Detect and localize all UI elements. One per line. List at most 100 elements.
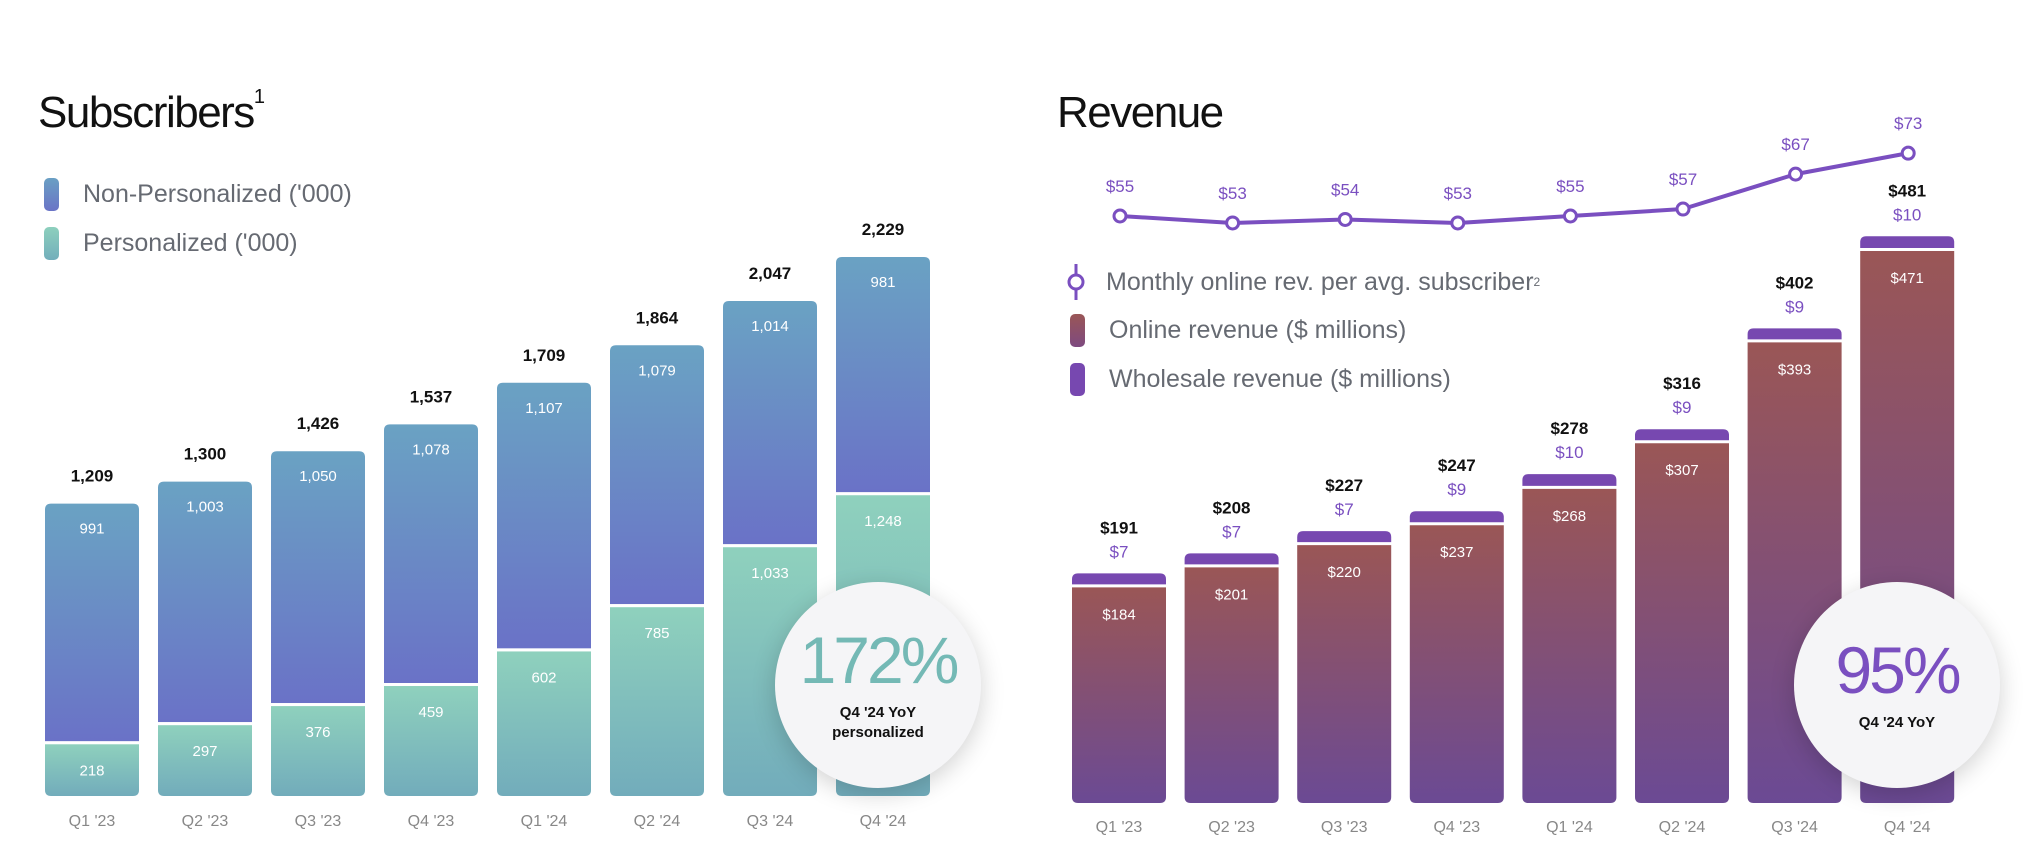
revenue-title: Revenue (1057, 88, 1224, 137)
label-wholesale-revenue: $7 (1335, 500, 1354, 519)
label-total: 1,709 (523, 346, 566, 365)
label-non-personalized: 1,050 (299, 468, 337, 485)
x-tick-label: Q3 '24 (747, 813, 794, 830)
label-personalized: 459 (418, 704, 443, 721)
label-total-revenue: $316 (1663, 374, 1701, 393)
line-point-label: $55 (1106, 177, 1134, 196)
bar-non-personalized (497, 382, 591, 649)
legend-online-revenue: Online revenue ($ millions) (1070, 314, 1406, 347)
callout-personalized-growth: 172% Q4 '24 YoY personalized (775, 582, 981, 788)
bar-online-revenue (1297, 545, 1392, 803)
label-non-personalized: 1,003 (186, 499, 224, 516)
label-personalized: 1,248 (864, 513, 902, 530)
bar-online-revenue (1072, 587, 1166, 803)
bar-personalized (45, 743, 139, 796)
label-online-revenue: $184 (1102, 606, 1135, 623)
label-total-revenue: $191 (1100, 518, 1138, 537)
bar-divider (271, 703, 365, 707)
x-tick-label: Q4 '24 (1884, 819, 1931, 836)
bar-non-personalized (158, 481, 252, 723)
bar-personalized (384, 685, 478, 796)
label-total: 1,426 (297, 414, 340, 433)
label-personalized: 218 (79, 762, 104, 779)
line-point-label: $73 (1894, 114, 1922, 133)
bar-non-personalized (610, 345, 704, 605)
bar-wholesale-revenue (1297, 531, 1392, 543)
x-tick-label: Q1 '23 (1096, 819, 1143, 836)
line-point (1112, 208, 1128, 224)
line-point-label: $55 (1556, 177, 1584, 196)
bar-online-revenue (1635, 443, 1729, 803)
line-point-label: $53 (1218, 184, 1246, 203)
bar-wholesale-revenue (1522, 474, 1617, 486)
label-wholesale-revenue: $7 (1222, 522, 1241, 541)
label-non-personalized: 1,107 (525, 400, 563, 417)
label-total-revenue: $227 (1325, 476, 1363, 495)
bar-wholesale-revenue (1184, 553, 1279, 565)
label-wholesale-revenue: $10 (1893, 205, 1921, 224)
label-non-personalized: 1,078 (412, 441, 450, 458)
label-total-revenue: $402 (1776, 273, 1814, 292)
bar-online-revenue (1522, 488, 1617, 803)
legend-wholesale-revenue: Wholesale revenue ($ millions) (1070, 363, 1451, 396)
legend-swatch-blue (44, 178, 59, 211)
line-point (1450, 215, 1466, 231)
line-point (1337, 211, 1353, 227)
x-tick-label: Q4 '24 (860, 813, 907, 830)
label-total-revenue: $481 (1888, 181, 1926, 200)
label-total: 2,047 (749, 264, 792, 283)
label-personalized: 785 (644, 625, 669, 642)
x-tick-label: Q4 '23 (408, 813, 455, 830)
label-wholesale-revenue: $7 (1110, 542, 1129, 561)
bar-divider (45, 741, 139, 745)
line-point (1562, 208, 1578, 224)
x-tick-label: Q3 '24 (1771, 819, 1818, 836)
label-online-revenue: $201 (1215, 586, 1248, 603)
x-tick-label: Q3 '23 (1321, 819, 1368, 836)
label-total: 1,300 (184, 445, 227, 464)
bar-personalized (158, 724, 252, 796)
bar-personalized (610, 606, 704, 796)
x-tick-label: Q3 '23 (295, 813, 342, 830)
line-point (1788, 166, 1804, 182)
bar-online-revenue (1184, 567, 1279, 803)
line-point-label: $57 (1669, 170, 1697, 189)
label-wholesale-revenue: $9 (1447, 480, 1466, 499)
line-point (1225, 215, 1241, 231)
bar-wholesale-revenue (1747, 328, 1842, 340)
legend-swatch-wholesale (1070, 363, 1085, 396)
bar-non-personalized (45, 503, 139, 742)
label-online-revenue: $268 (1553, 508, 1586, 525)
label-total: 1,864 (636, 308, 679, 327)
bar-wholesale-revenue (1860, 236, 1955, 248)
label-online-revenue: $220 (1328, 564, 1361, 581)
label-non-personalized: 1,079 (638, 362, 676, 379)
label-non-personalized: 1,014 (751, 318, 789, 335)
label-total: 2,229 (862, 220, 905, 239)
bar-online-revenue (1409, 525, 1504, 803)
subscribers-title: Subscribers1 (38, 86, 265, 137)
bar-divider (497, 648, 591, 652)
label-online-revenue: $237 (1440, 544, 1473, 561)
x-tick-label: Q1 '23 (69, 813, 116, 830)
x-tick-label: Q2 '23 (182, 813, 229, 830)
label-wholesale-revenue: $9 (1673, 398, 1692, 417)
line-marker-icon (1067, 264, 1085, 300)
bar-divider (158, 722, 252, 726)
legend-personalized: Personalized ('000) (44, 227, 298, 260)
line-point-label: $53 (1444, 184, 1472, 203)
label-total-revenue: $208 (1213, 498, 1251, 517)
legend-swatch-green (44, 227, 59, 260)
x-tick-label: Q2 '24 (1659, 819, 1706, 836)
bar-divider (836, 492, 930, 496)
label-personalized: 297 (192, 743, 217, 760)
line-point (1675, 201, 1691, 217)
legend-monthly-rev: Monthly online rev. per avg. subscriber 2 (1066, 262, 1540, 302)
bar-non-personalized (271, 451, 365, 704)
bar-divider (723, 544, 817, 548)
bar-non-personalized (384, 424, 478, 684)
bar-divider (384, 683, 478, 687)
x-tick-label: Q2 '24 (634, 813, 681, 830)
line-point-label: $54 (1331, 180, 1359, 199)
